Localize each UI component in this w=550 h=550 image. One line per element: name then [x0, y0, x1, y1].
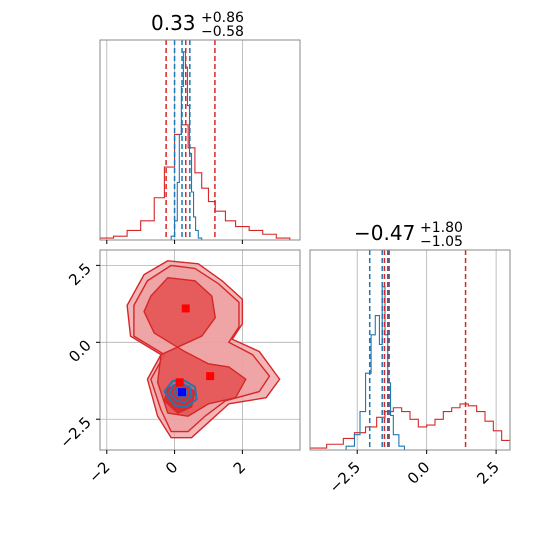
- blue-contour-level-2: [168, 382, 193, 404]
- blue-contour-level-1: [163, 379, 198, 408]
- x-tick-label: 0: [162, 458, 181, 477]
- y-tick-label: 0.0: [65, 336, 95, 366]
- param1-title-upper: +0.86: [201, 10, 244, 26]
- red-contour-level-3: [143, 276, 247, 417]
- y-tick-label: 2.5: [65, 259, 95, 289]
- blue-histogram-series: [345, 286, 405, 450]
- x-tick-label: 0.0: [404, 458, 434, 488]
- y-tick-label: −2.5: [56, 413, 94, 451]
- param1-title-median: 0.33: [151, 11, 196, 35]
- marginal-histogram-param1: [99, 39, 301, 244]
- panel-frame: [99, 39, 301, 241]
- red-point-marker: [181, 304, 190, 313]
- joint-contour-panel: −2 0 2 −2.5 0.0 2.5: [56, 249, 301, 486]
- param2-title-upper: +1.80: [420, 220, 463, 236]
- blue-point-marker: [178, 388, 187, 397]
- red-histogram-series: [310, 403, 510, 450]
- marginal-histogram-param2: −2.5 0.0 2.5: [309, 249, 511, 497]
- param1-title-lower: −0.58: [201, 24, 244, 40]
- param2-title-median: −0.47: [354, 221, 415, 245]
- x-tick-label: −2.5: [326, 458, 364, 496]
- x-tick-label: 2: [230, 458, 249, 477]
- panel-frame: [309, 249, 511, 451]
- blue-contour-level-3: [173, 386, 189, 399]
- param2-title-lower: −1.05: [420, 234, 463, 250]
- x-tick-label: 2.5: [473, 458, 503, 488]
- red-point-marker: [206, 372, 215, 381]
- panel-frame: [99, 249, 301, 451]
- red-point-marker: [175, 378, 184, 387]
- x-tick-label: −2: [85, 458, 113, 486]
- red-histogram-series: [100, 124, 300, 240]
